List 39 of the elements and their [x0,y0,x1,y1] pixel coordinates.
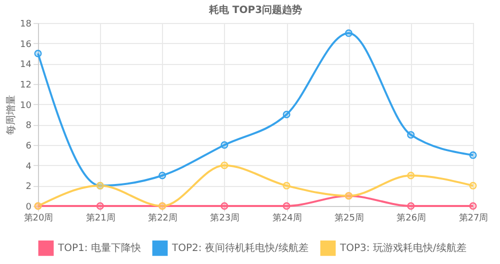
point [407,202,415,210]
point [469,202,477,210]
x-tick-label: 第24周 [272,212,302,224]
point [282,110,290,118]
y-tick-label: 12 [20,80,32,90]
legend-label: TOP3: 玩游戏耗电快/续航差 [339,242,466,254]
x-tick-label: 第22周 [148,212,178,224]
x-tick-label: 第27周 [458,212,488,224]
point [469,182,477,190]
point [220,162,228,170]
x-tick-label: 第20周 [24,212,54,224]
point [469,151,477,159]
y-tick-label: 10 [20,100,32,111]
y-axis-title: 每周增量 [5,95,18,135]
point [407,172,415,180]
y-tick-label: 14 [20,60,32,70]
point [158,172,166,180]
y-tick-label: 2 [26,182,32,192]
y-tick-label: 8 [26,121,32,132]
point [282,202,290,210]
point [220,202,228,210]
y-tick-label: 18 [20,20,32,30]
point [282,182,290,190]
legend-label: TOP1: 电量下降快 [57,242,141,254]
point [96,202,104,210]
x-tick-label: 第23周 [210,212,240,224]
point [344,29,352,37]
x-tick-label: 第21周 [86,212,116,224]
point [407,131,415,139]
y-tick-label: 6 [26,142,32,152]
y-tick-label: 4 [26,162,32,172]
point [220,141,228,149]
x-tick-label: 第25周 [334,212,364,224]
y-tick-label: 0 [26,202,32,212]
point [34,50,42,58]
x-tick-label: 第26周 [396,212,426,224]
legend-label: TOP2: 夜间待机耗电快/续航差 [171,242,308,254]
y-tick-label: 16 [20,40,32,50]
chart-title: 耗电 TOP3问题趋势 [208,4,302,16]
